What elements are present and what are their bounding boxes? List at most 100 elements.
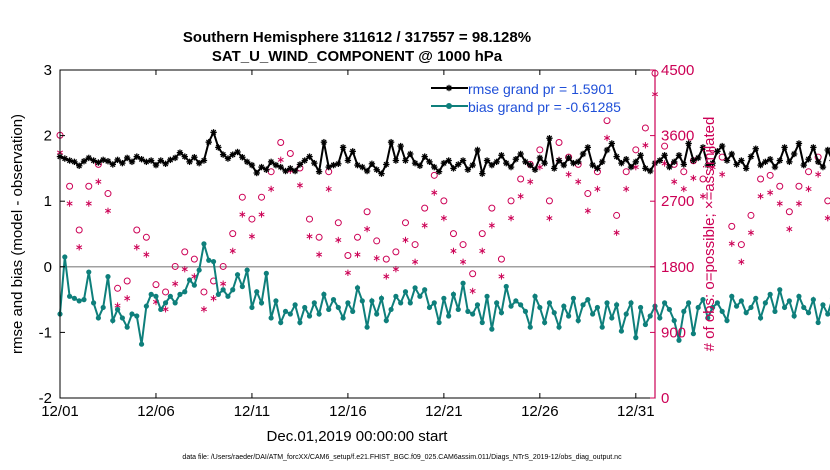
rmse-point (709, 159, 716, 167)
rmse-point-stroke (575, 159, 581, 165)
rmse-point-stroke (767, 156, 773, 162)
rmse-point-stroke (402, 157, 409, 164)
bias-point (90, 300, 97, 306)
rmse-point-stroke (609, 140, 615, 147)
bias-point (590, 311, 596, 317)
y-right-tick-label: 2700 (661, 193, 694, 210)
rmse-point (680, 161, 687, 168)
rmse-point (618, 159, 625, 167)
rmse-point (176, 149, 184, 156)
obs-assimilated-point (508, 214, 515, 222)
bias-point (796, 293, 802, 299)
obs-assimilated-point-stroke (258, 212, 265, 217)
bias-point (671, 317, 677, 324)
bias-point (182, 289, 188, 295)
obs-possible-point (497, 255, 505, 263)
rmse-point (675, 152, 683, 159)
obs-possible-point (766, 171, 774, 179)
obs-assimilated-point-stroke (671, 179, 678, 184)
obs-assimilated-point (325, 185, 332, 193)
bias-point (753, 295, 759, 301)
rmse-point (411, 159, 419, 167)
bias-point (815, 319, 821, 326)
rmse-point (229, 151, 236, 158)
obs-assimilated-point-stroke (699, 194, 707, 199)
rmse-point-stroke (335, 161, 342, 167)
bias-point (498, 310, 505, 316)
rmse-point-stroke (417, 163, 423, 169)
obs-assimilated-point (757, 193, 764, 200)
obs-assimilated-point-stroke (325, 186, 332, 192)
obs-possible-point (469, 270, 477, 278)
rmse-point-stroke (479, 170, 485, 177)
rmse-point (248, 161, 256, 169)
rmse-point (445, 157, 452, 164)
rmse-point-stroke (158, 157, 164, 164)
bias-point (786, 298, 792, 304)
bias-point (431, 300, 437, 306)
rmse-point-stroke (781, 144, 788, 151)
rmse-point (311, 159, 318, 167)
obs-assimilated-point-stroke (354, 252, 361, 257)
obs-assimilated-point (747, 229, 754, 236)
obs-possible-point (728, 222, 736, 230)
bias-point (733, 303, 740, 309)
rmse-point (138, 156, 145, 163)
rmse-point-stroke (397, 143, 404, 149)
rmse-point-stroke (762, 159, 769, 165)
obs-assimilated-point-stroke (517, 194, 524, 199)
rmse-point (776, 157, 783, 164)
obs-assimilated-point (719, 171, 726, 178)
obs-assimilated-point (527, 178, 534, 185)
obs-assimilated-point-stroke (181, 267, 188, 272)
obs-assimilated-point-stroke (805, 186, 812, 192)
rmse-point (171, 154, 179, 162)
obs-assimilated-point-stroke (508, 216, 515, 221)
obs-possible-point (354, 233, 361, 241)
rmse-point-stroke (321, 139, 327, 145)
rmse-point (771, 163, 779, 171)
bias-point (513, 298, 519, 304)
obs-assimilated-point-stroke (536, 165, 543, 170)
bias-point (388, 306, 394, 313)
bias-point (374, 311, 380, 317)
bias-point (143, 303, 149, 309)
rmse-point (368, 160, 376, 168)
rmse-point (800, 161, 807, 169)
rmse-point-stroke (369, 161, 375, 167)
rmse-point (133, 153, 140, 160)
rmse-point-stroke (551, 165, 557, 172)
bias-point (666, 306, 672, 313)
rmse-point (243, 158, 251, 166)
rmse-point (536, 154, 544, 162)
obs-assimilated-point (680, 185, 687, 193)
rmse-point (99, 156, 107, 164)
bias-point (781, 304, 788, 311)
obs-assimilated-point (354, 251, 361, 258)
axes: 12/01 12/06 12/11 12/16 12/21 12/26 12/31 3 2 1 0 -… (39, 62, 695, 420)
obs-possible-point (75, 226, 83, 234)
rmse-point-stroke (263, 166, 270, 173)
bias-point (676, 337, 682, 343)
rmse-point (186, 158, 193, 166)
obs-assimilated-point-stroke (661, 161, 668, 166)
obs-assimilated-point (316, 251, 323, 258)
rmse-point-stroke (825, 147, 830, 153)
obs-possible-point (382, 255, 390, 263)
obs-possible-point (757, 175, 765, 183)
obs-assimilated-point (104, 207, 112, 215)
bias-point (532, 293, 538, 299)
bias-point (201, 241, 207, 247)
obs-possible-point (459, 241, 467, 249)
rmse-point (402, 157, 409, 164)
bias-point (450, 291, 457, 297)
rmse-point-stroke (138, 156, 145, 162)
bias-point (268, 315, 274, 321)
rmse-point (474, 146, 481, 154)
obs-assimilated-point-stroke (613, 230, 620, 235)
rmse-point-stroke (239, 154, 246, 160)
rmse-point (258, 163, 265, 171)
bias-point (705, 315, 711, 321)
rmse-point-stroke (225, 155, 231, 162)
rmse-point-stroke (148, 157, 154, 164)
